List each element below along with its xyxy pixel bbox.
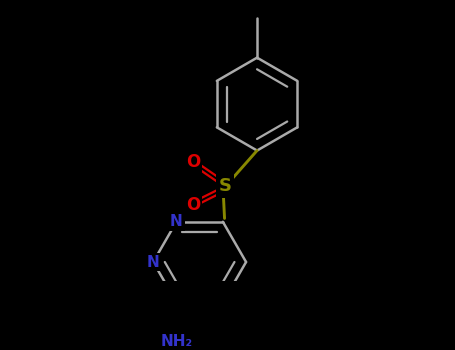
Text: N: N — [147, 254, 160, 270]
Text: NH₂: NH₂ — [160, 334, 192, 349]
Text: N: N — [170, 214, 183, 229]
Text: O: O — [186, 196, 200, 213]
Text: O: O — [186, 153, 200, 172]
Text: S: S — [218, 177, 232, 195]
